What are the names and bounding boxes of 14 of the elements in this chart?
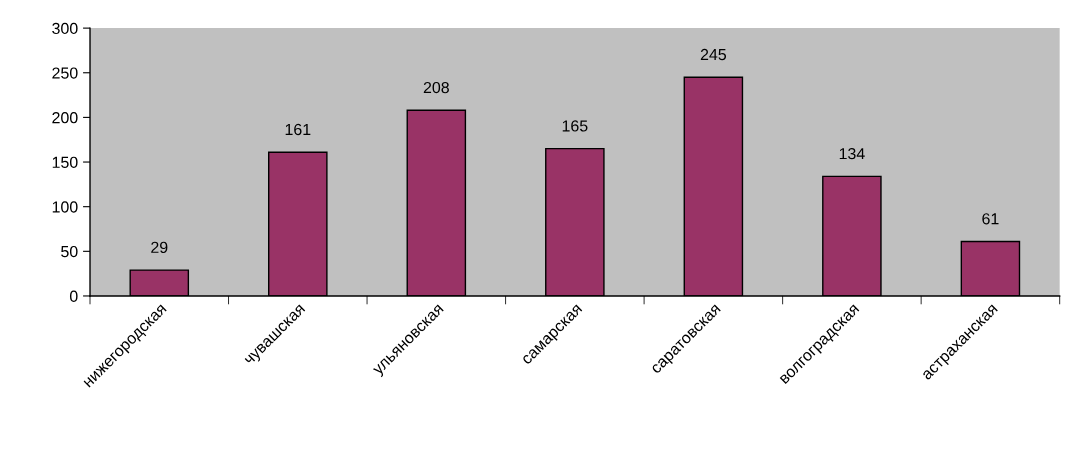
- data-label: 245: [700, 48, 727, 61]
- y-tick-label: 0: [69, 290, 78, 302]
- data-label: 165: [562, 120, 588, 132]
- data-label: 61: [982, 213, 999, 225]
- data-label: 29: [151, 241, 168, 254]
- y-tick-label: 200: [52, 112, 78, 124]
- y-tick-label: 150: [52, 156, 78, 168]
- data-label: 208: [423, 81, 449, 94]
- y-tick-label: 300: [52, 22, 78, 35]
- data-label: 161: [285, 123, 311, 136]
- y-tick-label: 50: [61, 245, 78, 258]
- data-label: 134: [839, 147, 865, 160]
- y-tick-label: 100: [52, 201, 78, 213]
- y-tick-label: 250: [52, 67, 78, 79]
